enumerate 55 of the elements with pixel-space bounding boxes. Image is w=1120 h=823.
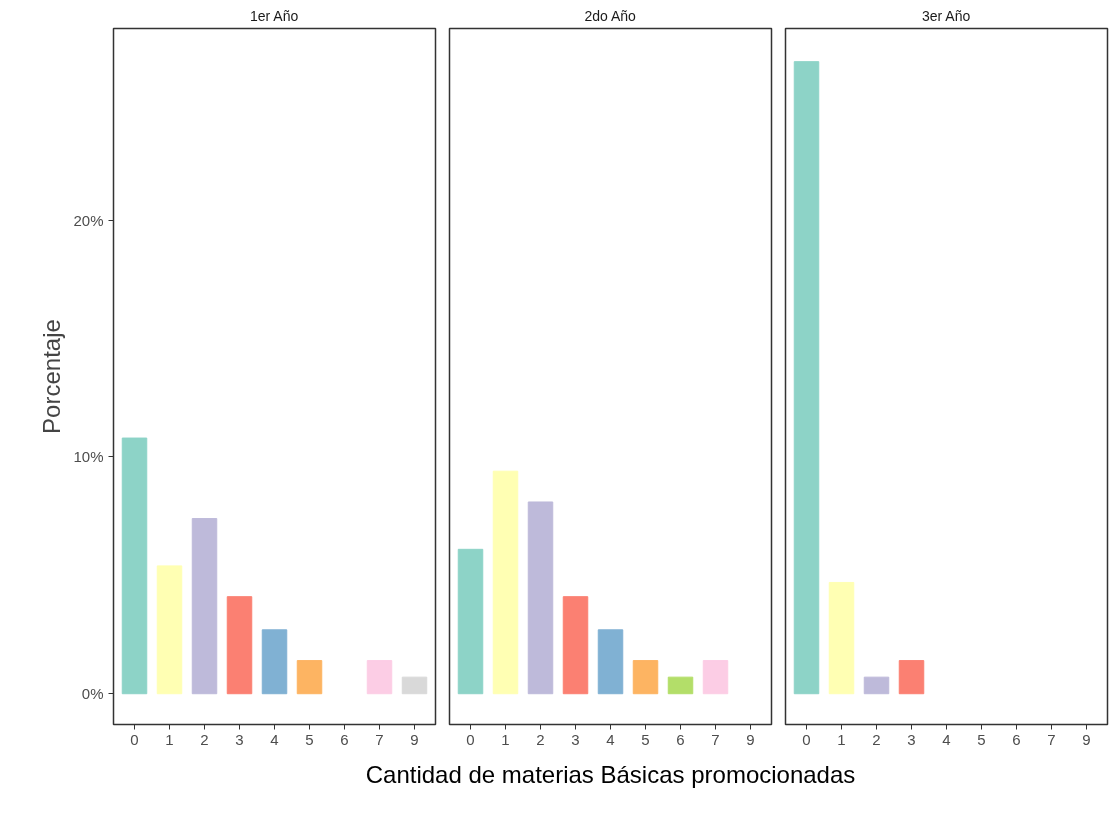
chart-title: 3er Año (921, 7, 971, 24)
x-tick-label: 4 (606, 730, 615, 748)
x-tick-label: 3 (571, 730, 580, 748)
x-tick-label: 7 (1047, 730, 1056, 748)
x-tick-label: 7 (375, 730, 384, 748)
x-tick-label: 3 (235, 730, 244, 748)
x-axis-title: Cantidad de materias Básicas promocionadas (365, 761, 856, 788)
x-tick-label: 1 (501, 730, 510, 748)
y-tick-label: 0% (81, 685, 104, 703)
bar (562, 596, 589, 695)
bar (492, 470, 519, 695)
x-tick-label: 3 (907, 730, 916, 748)
x-tick-label: 1 (165, 730, 174, 748)
x-tick-label: 2 (872, 730, 881, 748)
x-tick-label: 7 (711, 730, 720, 748)
bar (793, 61, 820, 695)
x-tick-label: 6 (1012, 730, 1021, 748)
x-tick-label: 9 (1082, 730, 1091, 748)
x-tick-label: 4 (942, 730, 951, 748)
y-axis-title: Porcentaje (38, 319, 66, 434)
x-tick-label: 5 (641, 730, 650, 748)
x-tick-label: 2 (200, 730, 209, 748)
bar (261, 629, 288, 695)
bar (863, 676, 890, 695)
x-tick-label: 9 (746, 730, 755, 748)
bar (597, 629, 624, 695)
bar (121, 437, 148, 695)
x-tick-label: 0 (130, 730, 139, 748)
x-tick-label: 4 (270, 730, 279, 748)
x-tick-label: 0 (466, 730, 475, 748)
x-tick-label: 9 (410, 730, 419, 748)
bar (366, 660, 393, 695)
y-tick-label: 10% (73, 448, 104, 466)
x-tick-label: 6 (676, 730, 685, 748)
bar (702, 660, 729, 695)
x-tick-label: 2 (536, 730, 545, 748)
bar (296, 660, 323, 695)
chart-title: 2do Año (584, 7, 637, 24)
x-tick-label: 5 (977, 730, 986, 748)
bar (828, 581, 855, 695)
bar (898, 660, 925, 695)
y-tick-label: 20% (73, 211, 104, 229)
bar (191, 518, 218, 695)
bar (401, 676, 428, 695)
x-tick-label: 1 (837, 730, 846, 748)
bar (527, 501, 554, 695)
bar (632, 660, 659, 695)
x-tick-label: 5 (305, 730, 314, 748)
chart-title: 1er Año (249, 7, 299, 24)
x-tick-label: 6 (340, 730, 349, 748)
x-tick-label: 0 (802, 730, 811, 748)
bar (156, 565, 183, 695)
bar (226, 596, 253, 695)
bar (457, 548, 484, 695)
bar (667, 676, 694, 695)
